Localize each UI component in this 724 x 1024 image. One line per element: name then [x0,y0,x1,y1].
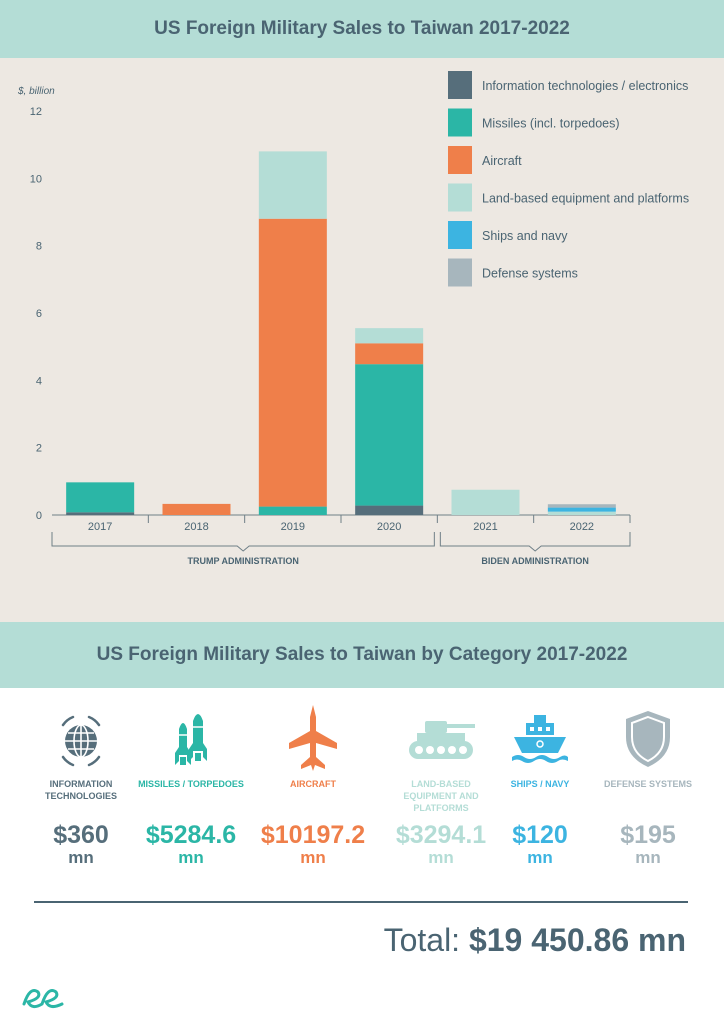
y-tick-label: 12 [30,106,42,118]
y-axis-label: $, billion [17,86,55,97]
x-tick-label: 2020 [377,521,401,533]
y-tick-label: 10 [30,173,42,185]
category-unit: mn [68,848,94,867]
category-value: $360 [53,821,109,849]
x-tick-label: 2019 [281,521,305,533]
legend-label: Missiles (incl. torpedoes) [482,117,620,131]
bar-segment [66,512,135,515]
category-name: LAND-BASED EQUIPMENT AND PLATFORMS [403,779,479,813]
bar-segment [547,511,616,515]
category-name: AIRCRAFT [290,779,336,789]
category-unit: mn [300,848,326,867]
bar-segment [258,506,327,515]
category-card-information-technologies: INFORMATION TECHNOLOGIES $360 mn [26,702,136,868]
logo-icon [20,982,68,1017]
total-divider [34,901,688,903]
legend-label: Defense systems [482,267,578,281]
bar-segment [355,328,424,344]
group-bracket [439,532,631,552]
x-tick-label: 2017 [88,521,112,533]
bar-segment [547,507,616,512]
bar-segment [66,482,135,513]
category-name: INFORMATION TECHNOLOGIES [44,779,117,801]
y-tick-label: 4 [36,375,42,387]
ship-icon [485,702,595,776]
group-label: TRUMP ADMINISTRATION [188,556,299,566]
legend-label: Information technologies / electronics [482,79,688,93]
chart-title-banner: US Foreign Military Sales to Taiwan 2017… [0,0,724,58]
bar-segment [355,343,424,365]
x-tick-label: 2021 [473,521,497,533]
category-title-banner: US Foreign Military Sales to Taiwan by C… [0,622,724,688]
category-name: MISSILES / TORPEDOES [138,779,244,789]
category-value: $195 [620,821,676,849]
category-value: $3294.1 [395,821,487,849]
jet-icon [258,702,368,776]
bar-segment [451,489,520,515]
category-card-defense-systems: DEFENSE SYSTEMS $195 mn [593,702,703,868]
bar-segment [258,218,327,507]
total-value: $19 450.86 mn [468,922,686,958]
category-unit: mn [635,848,661,867]
group-bracket [51,532,435,552]
chart-area: 0 2 4 6 8 10 12 $, billion 2017 2018 2019 2020 2021 2… [0,58,724,622]
category-unit: mn [428,848,454,867]
legend-swatch [448,221,472,249]
category-unit: mn [527,848,553,867]
x-tick-label: 2018 [184,521,208,533]
globe-icon [26,702,136,776]
group-label: BIDEN ADMINISTRATION [481,556,589,566]
legend-swatch [448,183,472,212]
category-value: $10197.2 [260,821,366,849]
category-card-missiles: MISSILES / TORPEDOES $5284.6 mn [136,702,246,868]
bar-segment [355,364,424,506]
bar-segment [258,151,327,219]
stacked-bar-chart: 0 2 4 6 8 10 12 $, billion 2017 2018 2019 2020 2021 2… [17,71,689,566]
category-name: DEFENSE SYSTEMS [603,779,693,789]
tank-icon [386,702,496,776]
category-card-aircraft: AIRCRAFT $10197.2 mn [258,702,368,868]
total: Total: $19 450.86 mn [384,922,686,959]
legend-swatch [448,108,472,137]
shield-icon [593,702,703,776]
missile-icon [136,702,246,776]
y-tick-label: 6 [36,308,42,320]
category-card-ships: SHIPS / NAVY $120 mn [485,702,595,868]
category-value: $5284.6 [145,821,237,849]
y-tick-label: 2 [36,443,42,455]
chart-title: US Foreign Military Sales to Taiwan 2017… [154,18,570,39]
legend-swatch [448,71,472,99]
bar-segment [547,504,616,508]
legend-label: Ships and navy [482,229,568,243]
total-label: Total: [383,922,461,958]
legend-label: Aircraft [482,154,522,168]
y-tick-label: 8 [36,241,42,253]
x-tick-label: 2022 [570,521,594,533]
category-card-land-based: LAND-BASED EQUIPMENT AND PLATFORMS $3294… [386,702,496,868]
category-title: US Foreign Military Sales to Taiwan by C… [96,644,628,665]
bar-segment [162,503,231,515]
category-unit: mn [178,848,204,867]
legend-swatch [448,146,472,174]
legend-label: Land-based equipment and platforms [482,192,689,206]
bar-segment [355,505,424,515]
category-value: $120 [512,821,568,849]
category-name: SHIPS / NAVY [510,779,570,789]
y-tick-label: 0 [36,510,42,522]
legend-swatch [448,258,472,287]
